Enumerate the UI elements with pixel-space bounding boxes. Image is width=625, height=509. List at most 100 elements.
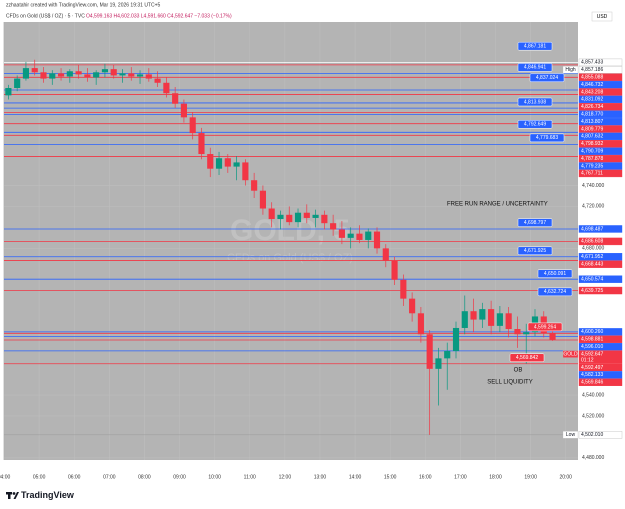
- x-tick-label: 19:00: [524, 474, 537, 480]
- x-tick-label: 18:00: [489, 474, 502, 480]
- candle-body: [215, 158, 223, 169]
- currency-box: [591, 11, 613, 22]
- price-callout-label: 4,779.683: [536, 135, 558, 141]
- candle-body: [523, 332, 530, 335]
- price-callout-label: 4,671.925: [524, 248, 546, 254]
- price-tag: [578, 253, 623, 261]
- candle-body: [470, 311, 477, 320]
- candle-body: [128, 73, 135, 77]
- x-tick-label: 15:00: [384, 474, 397, 480]
- price-tag: [578, 162, 623, 170]
- y-tick-label: 4,540.000: [582, 392, 604, 398]
- candle-body: [49, 73, 56, 79]
- candle-body: [66, 71, 73, 77]
- price-tag-name: Low: [566, 432, 576, 438]
- logo-dot: [12, 492, 16, 495]
- candle-body: [321, 214, 328, 224]
- price-tag: [578, 335, 623, 343]
- price-callout: [517, 218, 553, 227]
- price-tag-label: 4,668.443: [581, 261, 603, 267]
- price-tag-label: 4,592.497: [581, 365, 603, 371]
- candle-body: [189, 117, 196, 134]
- price-tag-label: 4,831.092: [581, 97, 603, 103]
- price-tag-label: 4,818.770: [581, 112, 603, 118]
- price-callout: [537, 287, 573, 297]
- x-tick-label: 05:00: [33, 474, 46, 480]
- price-tag-label: 4,857.433: [581, 60, 603, 66]
- price-tag-label: 4,698.487: [581, 226, 603, 232]
- y-tick-label: 4,520.000: [582, 413, 604, 419]
- annotation: OB: [514, 368, 523, 374]
- price-tag-label: 4,790.709: [581, 149, 603, 155]
- price-tag: [578, 286, 623, 295]
- candle-body: [505, 313, 512, 330]
- price-tag: [578, 95, 623, 104]
- price-callout: [529, 133, 565, 143]
- candle-body: [233, 162, 240, 167]
- candle-body: [461, 311, 468, 328]
- logo-slash: [13, 492, 19, 499]
- candle-body: [444, 351, 451, 359]
- price-tag: [578, 110, 623, 118]
- price-tag-label: 4,650.574: [581, 276, 603, 282]
- plot-background: [4, 22, 578, 460]
- price-callout-label: 4,813.938: [524, 99, 546, 105]
- ohlc-readout: O4,599.163 H4,602.033 L4,591.660 C4,592.…: [86, 13, 232, 19]
- price-tag: [578, 132, 623, 141]
- candle-body: [172, 93, 179, 104]
- price-tag-label: 4,502.010: [581, 432, 603, 438]
- price-tag: [578, 66, 623, 74]
- x-tick-label: 12:00: [279, 474, 292, 480]
- candle-body: [251, 180, 258, 191]
- candle-body: [496, 313, 503, 326]
- candle-body: [180, 103, 187, 118]
- x-tick-label: 14:00: [349, 474, 362, 480]
- price-callout-label: 4,569.842: [516, 355, 538, 361]
- price-tag: [578, 237, 623, 246]
- price-tag: [578, 275, 623, 283]
- price-tag-label: 4,813.807: [581, 119, 603, 125]
- candle-body: [452, 327, 460, 352]
- header-credit: zzhaatahir created with TradingView.com,…: [6, 2, 161, 8]
- x-tick-label: 16:00: [419, 474, 432, 480]
- candle-body: [303, 212, 310, 218]
- price-tag: [578, 363, 623, 372]
- candle-body: [101, 69, 109, 73]
- candle-body: [40, 72, 47, 79]
- price-tag: [578, 371, 623, 379]
- candle-body: [391, 260, 398, 280]
- price-callout-label: 4,867.181: [524, 44, 546, 50]
- price-tag-label: 4,767.711: [581, 171, 603, 177]
- candle-body: [365, 231, 372, 240]
- price-callout-label: 4,792.649: [524, 122, 546, 128]
- candle-body: [409, 298, 416, 314]
- price-tag-label: 4,686.608: [581, 239, 603, 245]
- price-callout: [517, 63, 553, 72]
- x-tick-label: 17:00: [454, 474, 467, 480]
- price-tag: [578, 117, 623, 126]
- logo-stem: [8, 492, 11, 499]
- candle-body: [417, 313, 424, 335]
- x-tick-label: 04:00: [0, 474, 10, 480]
- watermark-subtitle: CFDs on Gold (US$ / OZ): [227, 252, 353, 264]
- candle-body: [426, 334, 433, 369]
- price-tag: [578, 431, 623, 439]
- y-tick-label: 4,680.000: [582, 246, 604, 252]
- price-tag-label: 4,671.952: [581, 254, 603, 260]
- candle-body: [356, 233, 363, 240]
- price-tag-label: 4,826.734: [581, 104, 603, 110]
- price-tag-label: 4,779.235: [581, 163, 603, 169]
- price-tag-name-box: [562, 66, 579, 74]
- candle-body: [242, 162, 249, 181]
- brand-logo: [6, 492, 19, 499]
- price-tag: [578, 169, 623, 178]
- price-tag-label: 4,598.881: [581, 337, 603, 343]
- annotation: SELL LIQUIDITY: [487, 380, 532, 386]
- price-callout-label: 4,599.264: [534, 324, 556, 330]
- candle-body: [119, 73, 126, 76]
- brand-name: TradingView: [21, 490, 75, 500]
- currency: USD: [597, 14, 608, 20]
- price-tag-label: 4,569.846: [581, 380, 603, 386]
- candle-body: [294, 212, 302, 223]
